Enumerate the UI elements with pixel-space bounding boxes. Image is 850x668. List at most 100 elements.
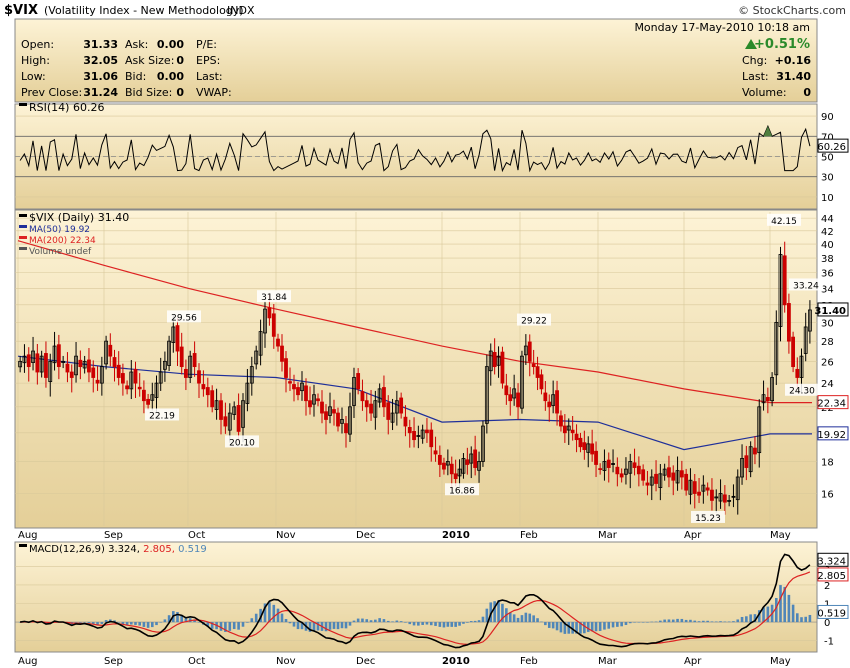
macd-hist-bar	[466, 622, 469, 623]
macd-hist-bar	[719, 621, 722, 623]
quote-label: Chg:	[742, 54, 767, 67]
macd-hist-bar	[676, 618, 679, 623]
macd-hist-bar	[481, 616, 485, 623]
macd-tick-label: -1	[824, 637, 834, 648]
candle-body	[360, 391, 365, 402]
macd-hist-bar	[540, 621, 543, 623]
price-tick-label: 36	[821, 269, 834, 280]
candle-body	[791, 336, 795, 368]
macd-hist-bar	[117, 622, 120, 623]
macd-hist-bar	[284, 619, 288, 623]
candle-body	[232, 406, 237, 415]
ma50-tag: 19.92	[817, 430, 846, 441]
annotation-bg	[789, 278, 823, 291]
candle-body	[48, 360, 53, 383]
candle-body	[304, 385, 308, 402]
price-annotation: 22.19	[149, 411, 175, 421]
macd-hist-bar	[87, 622, 91, 624]
candle-body	[662, 468, 667, 476]
macd-hist-bar	[241, 622, 245, 627]
candle-body	[104, 340, 108, 365]
quote-label: Volume:	[742, 86, 787, 99]
quote-label: Ask Size:	[125, 54, 174, 67]
candle-body	[753, 447, 757, 455]
quote-value: 0	[176, 54, 184, 67]
candle-body	[679, 470, 684, 478]
macd-hist-bar	[296, 622, 300, 630]
annotation-bg	[785, 383, 819, 396]
price-layer: 29.56 31.84 22.19 20.10 16.86 29.22 15.23 42.15…	[17, 213, 849, 524]
candle-body	[192, 353, 197, 368]
candle-body	[543, 392, 548, 402]
candle-body	[223, 416, 228, 427]
candle-body	[641, 469, 646, 481]
candle-body	[227, 412, 232, 431]
annotation-bg	[517, 313, 551, 326]
macd-hist-bar	[462, 622, 465, 624]
candle-body	[328, 406, 332, 416]
macd-hist-bar	[563, 622, 567, 634]
candle-body	[516, 392, 520, 408]
macd-hist-bar	[336, 622, 340, 630]
macd-hist-bar	[113, 620, 116, 623]
legend-swatch	[19, 214, 27, 217]
candle-body	[570, 429, 575, 434]
month-label: May	[770, 530, 791, 541]
rsi-tick-label: 70	[821, 132, 834, 143]
candle-body	[774, 321, 779, 376]
candle-body	[778, 254, 783, 327]
legend-entry: Volume undef	[29, 247, 92, 257]
macd-value-tag: 3.324	[817, 556, 846, 567]
macd-hist-bar	[783, 586, 786, 623]
candle-body	[611, 463, 615, 465]
candle-body	[701, 484, 706, 492]
macd-hist-bar	[485, 608, 489, 623]
macd-hist-bar	[348, 622, 352, 626]
macd-hist-bar	[598, 622, 602, 631]
candle-body	[95, 379, 100, 384]
price-annotation: 29.22	[521, 317, 547, 327]
month-label: Apr	[684, 530, 702, 541]
macd-hist-bar	[146, 622, 150, 628]
macd-hist-bar	[575, 622, 578, 634]
macd-hist-bar	[446, 622, 450, 627]
macd-hist-bar	[382, 619, 386, 623]
month-label: Nov	[276, 656, 296, 667]
macd-hist-bar	[477, 620, 481, 623]
candle-body	[559, 415, 563, 427]
quote-label: Open:	[21, 38, 54, 51]
macd-hist-bar	[551, 622, 555, 629]
macd-hist-bar	[637, 622, 641, 623]
price-annotation: 31.84	[261, 293, 287, 303]
ma200-tag: 22.34	[817, 399, 846, 410]
macd-hist-bar	[524, 612, 528, 623]
macd-hist-bar	[611, 622, 615, 628]
annotation-bg	[691, 510, 725, 523]
candle-body	[241, 400, 245, 428]
macd-legend-part: 0.519	[178, 544, 207, 555]
candle-body	[31, 350, 35, 363]
macd-hist-bar	[753, 614, 757, 623]
macd-hist-bar	[109, 619, 112, 623]
macd-hist-bar	[732, 621, 735, 623]
month-label: May	[770, 656, 791, 667]
macd-hist-bar	[276, 608, 280, 623]
macd-legend-swatch	[19, 544, 27, 547]
macd-hist-bar	[421, 622, 424, 625]
quote-label: P/E:	[196, 38, 217, 51]
macd-tick-label: 0	[824, 618, 830, 629]
macd-hist-bar	[559, 622, 563, 633]
rsi-overbought-fill	[763, 126, 773, 137]
macd-hist-bar	[458, 622, 461, 626]
macd-hist-bar	[473, 620, 477, 623]
candle-body	[508, 394, 513, 402]
candle-body	[320, 401, 324, 414]
quote-value: 31.06	[83, 70, 118, 83]
macd-hist-bar	[280, 613, 284, 623]
macd-hist-bar	[714, 621, 718, 623]
macd-hist-bar	[659, 620, 662, 623]
macd-line	[19, 553, 811, 649]
candle-body	[214, 400, 219, 410]
macd-hist-bar	[702, 620, 705, 623]
candle-body	[44, 353, 48, 378]
